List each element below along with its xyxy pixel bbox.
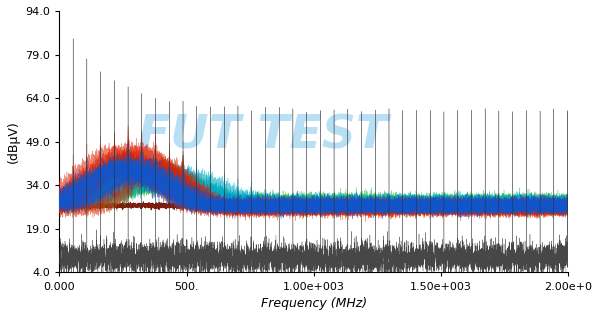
Text: FUT TEST: FUT TEST [138,114,388,159]
Y-axis label: (dBμV): (dBμV) [7,120,20,163]
X-axis label: Frequency (MHz): Frequency (MHz) [261,297,367,310]
